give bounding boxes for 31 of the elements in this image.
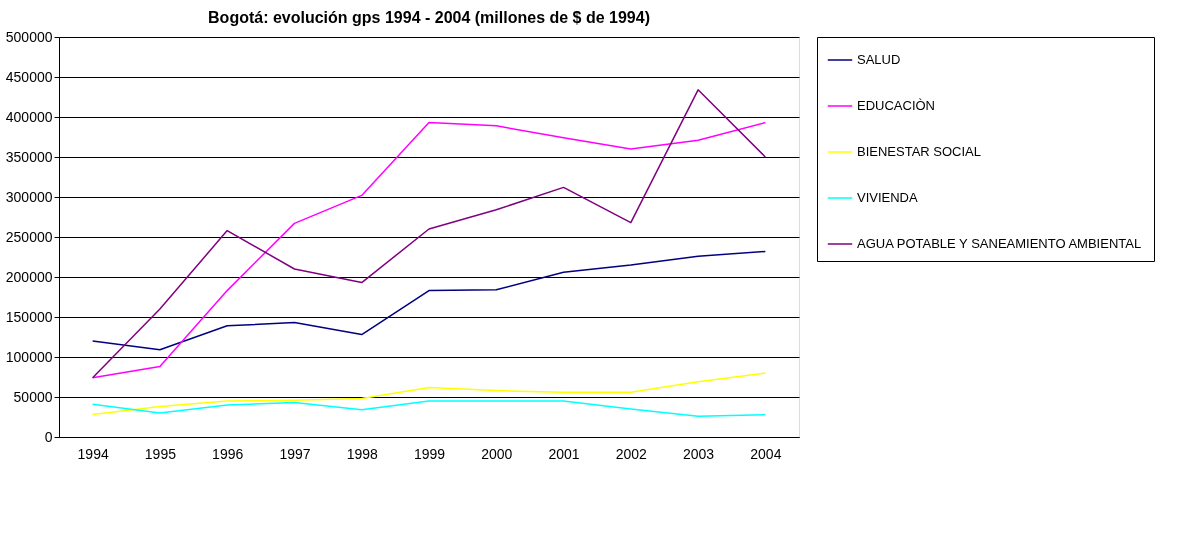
y-tick-label: 50000	[13, 388, 53, 405]
legend-label: SALUD	[857, 52, 901, 67]
x-tick-label: 2000	[481, 445, 513, 462]
x-tick-label: 1994	[77, 445, 109, 462]
x-tick-label: 2001	[548, 445, 580, 462]
legend-label: EDUCACIÒN	[857, 98, 936, 113]
y-tick-label: 100000	[5, 348, 53, 365]
line-series	[91, 250, 767, 351]
y-tick-label: 0	[44, 428, 53, 445]
y-tick-label: 450000	[5, 68, 53, 85]
y-tick-label: 200000	[5, 268, 53, 285]
legend-label: AGUA POTABLE Y SANEAMIENTO AMBIENTAL	[857, 236, 1142, 251]
line-series	[91, 372, 767, 416]
x-tick-label: 1998	[346, 445, 379, 462]
legend-label: BIENESTAR SOCIAL	[857, 144, 982, 159]
x-tick-label: 2002	[615, 445, 648, 462]
legend-label: VIVIENDA	[857, 190, 919, 205]
chart-title: Bogotá: evolución gps 1994 - 2004 (millones de $ de 1994)	[208, 9, 650, 26]
x-tick-label: 1995	[144, 445, 177, 462]
line-series	[91, 400, 767, 417]
x-tick-label: 1999	[413, 445, 446, 462]
y-tick-label: 150000	[5, 308, 53, 325]
y-tick-label: 400000	[5, 108, 53, 125]
y-tick-label: 350000	[5, 148, 53, 165]
y-tick-label: 500000	[5, 28, 53, 45]
y-tick-label: 250000	[5, 228, 53, 245]
y-tick-label: 300000	[5, 188, 53, 205]
x-tick-label: 2004	[750, 445, 782, 462]
x-tick-label: 1996	[212, 445, 244, 462]
x-tick-label: 1997	[279, 445, 311, 462]
x-tick-label: 2003	[683, 445, 715, 462]
